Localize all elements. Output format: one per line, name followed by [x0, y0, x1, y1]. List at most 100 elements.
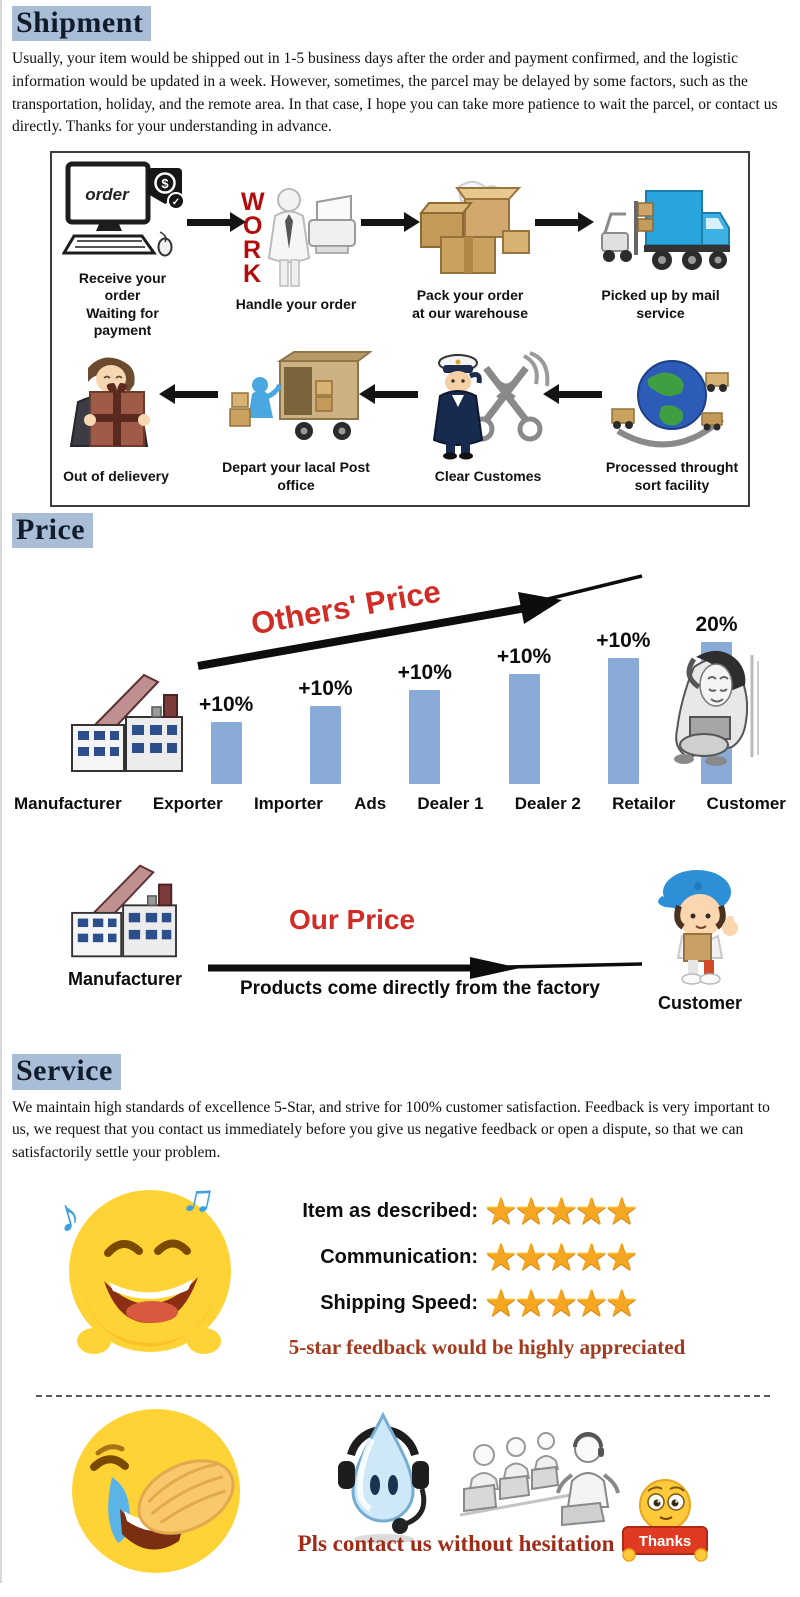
flow-step-label: Picked up by mail service [601, 287, 720, 321]
rating-label: Item as described: [302, 1200, 478, 1223]
our-price-customer: Customer [640, 864, 760, 1014]
dollar-icon: $ [161, 176, 169, 191]
arrow-right-icon [361, 212, 421, 233]
feedback-note: 5-star feedback would be highly apprecia… [288, 1334, 686, 1359]
others-price-arrow [197, 574, 643, 671]
others-price-axis: Manufacturer Exporter Importer Ads Deale… [14, 794, 786, 814]
axis-label: Dealer 2 [514, 794, 581, 814]
headset-mascot-icon [330, 1405, 438, 1552]
flow-step-label: Handle your order [235, 296, 357, 313]
flow-step-label: Depart your lacal Post office [222, 459, 370, 493]
price-bar [309, 706, 341, 785]
star-rating-icons: ★★★★★ [484, 1236, 638, 1280]
flow-step-clear-customs: Clear Customes [420, 348, 556, 486]
price-heading: Price [12, 512, 94, 549]
others-price-chart: Others' Price +10% +10% +10% +10% +10% 20% Ma… [2, 562, 800, 814]
crying-laughing-emoji-icon [58, 1401, 263, 1584]
our-price-subtitle: Products come directly from the factory [239, 978, 601, 1000]
factory-icon [64, 669, 192, 782]
delivery-person-icon [60, 348, 172, 460]
price-bar-group: +10% [496, 645, 552, 785]
bar-value-label: +10% [397, 661, 452, 685]
star-icon: ★ [574, 1236, 608, 1280]
price-bar-group: +10% [397, 661, 452, 785]
star-icon: ★ [574, 1190, 608, 1234]
rating-label: Communication: [320, 1246, 478, 1269]
price-bar-group: +10% [298, 677, 353, 785]
price-bar-group: +10% [596, 629, 651, 785]
flow-step-label: Processed throught sort facility [605, 459, 739, 493]
arrow-left-icon [359, 384, 418, 405]
bar-value-label: +10% [298, 677, 353, 701]
our-price-arrow [208, 957, 642, 980]
star-rating-icons: ★★★★★ [484, 1190, 638, 1234]
star-rating-icons: ★★★★★ [484, 1282, 638, 1326]
shipment-flow-box: order $ ✓ Receive your order Waiting for… [50, 150, 750, 507]
svg-text:R: R [243, 236, 261, 264]
flow-step-out-delivery: Out of delievery [60, 348, 172, 486]
laughing-emoji-icon: ♪ ♫ [50, 1169, 242, 1366]
star-icon: ★ [544, 1282, 577, 1326]
shipment-flow-row-2: Out of delievery [60, 331, 740, 503]
axis-label: Customer [706, 794, 786, 814]
flow-step-receive-order: order $ ✓ Receive your order Waiting for… [60, 150, 185, 340]
flow-step-pack-order: Pack your order at our warehouse [407, 167, 533, 322]
star-icon: ★ [544, 1190, 577, 1234]
star-icon: ★ [484, 1236, 517, 1280]
bar-value-label: 20% [695, 613, 738, 637]
price-bar [607, 658, 639, 785]
music-note-icon: ♫ [179, 1171, 220, 1224]
shipment-heading: Shipment [12, 6, 152, 42]
star-icon: ★ [514, 1190, 547, 1234]
price-bar-group: +10% [199, 693, 254, 785]
shipment-paragraph: Usually, your item would be shipped out … [12, 50, 778, 136]
contact-message: Pls contact us without hesitation [297, 1530, 615, 1556]
bar-value-label: +10% [596, 629, 651, 653]
thanks-sticker: Thanks [620, 1475, 710, 1570]
thanks-label: Thanks [639, 1533, 692, 1550]
bar-value-label: +10% [199, 693, 254, 717]
work-printer-icon: W O R K [233, 176, 359, 288]
arrow-right-icon [187, 212, 247, 233]
globe-transit-icon [604, 339, 740, 451]
star-icon: ★ [544, 1236, 577, 1280]
svg-text:K: K [243, 260, 261, 288]
flow-step-label: Out of delievery [63, 468, 169, 485]
check-icon: ✓ [171, 197, 179, 208]
axis-label: Importer [253, 794, 323, 814]
service-paragraph: We maintain high standards of excellence… [12, 1098, 770, 1161]
svg-text:O: O [243, 212, 262, 240]
axis-label: Retailor [612, 794, 676, 814]
star-icon: ★ [604, 1190, 638, 1234]
star-icon: ★ [604, 1282, 638, 1326]
bar-value-label: +10% [496, 645, 552, 669]
shipment-flow-row-1: order $ ✓ Receive your order Waiting for… [60, 159, 740, 338]
support-team-icon [454, 1415, 622, 1540]
rating-row: Shipping Speed: ★★★★★ [296, 1281, 638, 1327]
music-note-icon: ♪ [54, 1186, 86, 1242]
axis-label: Exporter [152, 794, 223, 814]
axis-label: Dealer 1 [417, 794, 484, 814]
customer-label: Customer [657, 993, 742, 1014]
packing-boxes-icon [407, 167, 533, 279]
star-icon: ★ [574, 1282, 608, 1326]
rating-rows: Item as described: ★★★★★ Communication: … [296, 1189, 638, 1327]
factory-icon [64, 864, 186, 966]
order-computer-icon: order $ ✓ [61, 150, 184, 262]
our-price-title: Our Price [288, 904, 416, 936]
flow-step-pickup: Picked up by mail service [581, 167, 740, 322]
flow-step-sort-facility: Processed throught sort facility [604, 339, 740, 494]
price-bar [508, 674, 540, 785]
flow-step-depart-post: Depart your lacal Post office [220, 339, 372, 494]
price-bars: +10% +10% +10% +10% +10% 20% [199, 613, 738, 785]
feedback-section: ♪ ♫ Item as described: ★★★★★ Communicati… [2, 1167, 800, 1383]
rating-row: Communication: ★★★★★ [296, 1235, 638, 1281]
arrow-left-icon [159, 384, 218, 405]
svg-text:W: W [241, 188, 265, 216]
forklift-truck-icon [590, 167, 732, 279]
order-screen-text: order [85, 185, 130, 204]
axis-label: Manufacturer [14, 794, 122, 814]
flow-step-handle-order: W O R K Handle your order [233, 176, 359, 314]
axis-label: Ads [354, 794, 387, 814]
price-bar [409, 690, 441, 785]
